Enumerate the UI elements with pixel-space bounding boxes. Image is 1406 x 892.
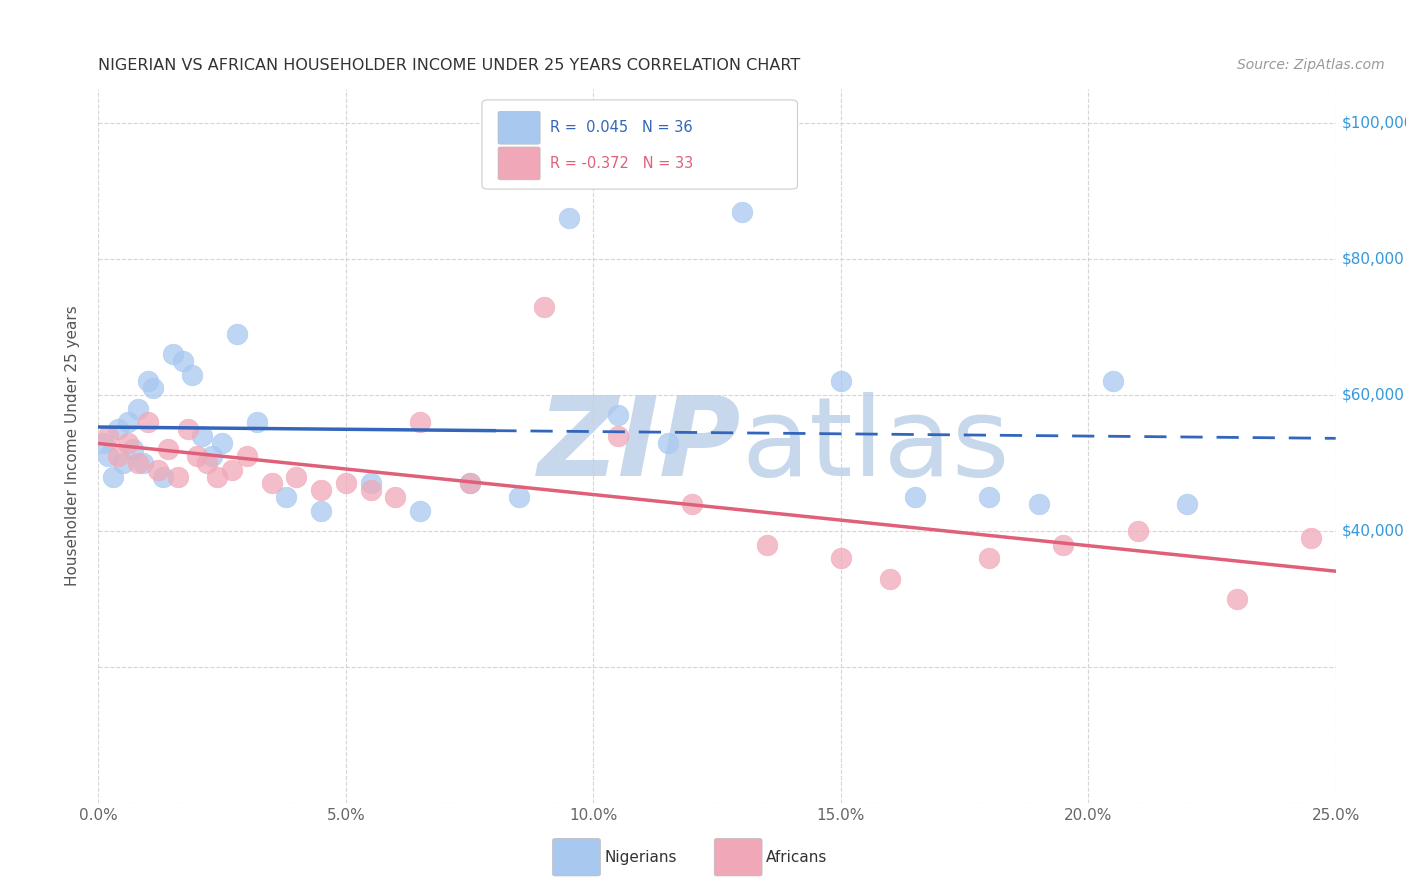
Point (97, 429, 120, 443)
Point (360, 483, 382, 498)
Point (176, 422, 198, 436)
Point (1052, 537, 1074, 551)
Text: NIGERIAN VS AFRICAN HOUSEHOLDER INCOME UNDER 25 YEARS CORRELATION CHART: NIGERIAN VS AFRICAN HOUSEHOLDER INCOME U… (98, 58, 800, 73)
Point (103, 469, 125, 483)
FancyBboxPatch shape (482, 100, 797, 189)
Point (122, 442, 145, 457)
Point (409, 503, 432, 517)
FancyBboxPatch shape (498, 112, 540, 145)
Point (191, 429, 214, 443)
Point (205, 469, 228, 483)
Point (127, 456, 149, 470)
Point (166, 469, 188, 483)
Point (195, 456, 218, 470)
Point (1028, 497, 1050, 511)
Point (681, 497, 703, 511)
Text: ZIP: ZIP (538, 392, 742, 500)
Text: $40,000: $40,000 (1341, 524, 1405, 539)
Point (152, 469, 174, 483)
Point (93, 435, 115, 450)
Point (181, 368, 204, 382)
Point (1299, 531, 1322, 545)
Text: Source: ZipAtlas.com: Source: ZipAtlas.com (1237, 58, 1385, 72)
Point (731, 204, 754, 219)
Point (285, 469, 308, 483)
Point (309, 503, 332, 517)
Point (409, 415, 432, 429)
Point (458, 476, 481, 491)
Point (221, 463, 243, 477)
Point (755, 537, 778, 551)
Point (112, 456, 135, 470)
Point (162, 347, 184, 361)
Point (1175, 497, 1198, 511)
Point (309, 483, 332, 498)
Point (107, 422, 129, 436)
Text: R = -0.372   N = 33: R = -0.372 N = 33 (550, 156, 693, 171)
Point (156, 442, 179, 457)
Point (276, 490, 298, 504)
Point (607, 409, 630, 423)
Point (830, 375, 852, 389)
Point (186, 449, 208, 463)
Point (117, 435, 139, 450)
Point (201, 449, 224, 463)
Text: $60,000: $60,000 (1341, 387, 1405, 402)
Point (260, 476, 283, 491)
Point (246, 415, 269, 429)
Point (172, 354, 194, 368)
Point (979, 490, 1001, 504)
Point (1226, 591, 1249, 606)
Point (236, 449, 259, 463)
Text: $100,000: $100,000 (1341, 116, 1406, 131)
Y-axis label: Householder Income Under 25 years: Householder Income Under 25 years (65, 306, 80, 586)
Point (136, 415, 159, 429)
Point (211, 435, 233, 450)
Point (335, 476, 357, 491)
Point (607, 429, 630, 443)
Point (146, 463, 169, 477)
Point (136, 375, 159, 389)
Point (1126, 524, 1149, 538)
Point (830, 551, 852, 566)
Point (458, 476, 481, 491)
Point (533, 300, 555, 314)
Text: Africans: Africans (766, 850, 828, 864)
Point (879, 572, 901, 586)
Point (508, 490, 530, 504)
Point (117, 415, 139, 429)
FancyBboxPatch shape (498, 147, 540, 180)
Point (557, 211, 579, 226)
Point (97, 449, 120, 463)
Point (1102, 375, 1125, 389)
Text: $80,000: $80,000 (1341, 252, 1405, 267)
Point (384, 490, 406, 504)
Point (904, 490, 927, 504)
Text: Nigerians: Nigerians (605, 850, 678, 864)
Point (657, 435, 679, 450)
Text: atlas: atlas (742, 392, 1011, 500)
Point (979, 551, 1001, 566)
Point (142, 381, 165, 395)
Point (107, 449, 129, 463)
Text: R =  0.045   N = 36: R = 0.045 N = 36 (550, 120, 693, 136)
Point (226, 326, 249, 341)
Point (127, 401, 149, 416)
Point (360, 476, 382, 491)
Point (132, 456, 155, 470)
